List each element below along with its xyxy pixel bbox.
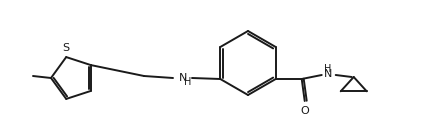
Text: N: N xyxy=(179,73,187,83)
Text: H: H xyxy=(324,64,331,74)
Text: S: S xyxy=(63,43,70,53)
Text: O: O xyxy=(300,106,309,116)
Text: N: N xyxy=(323,69,332,79)
Text: H: H xyxy=(184,77,192,87)
